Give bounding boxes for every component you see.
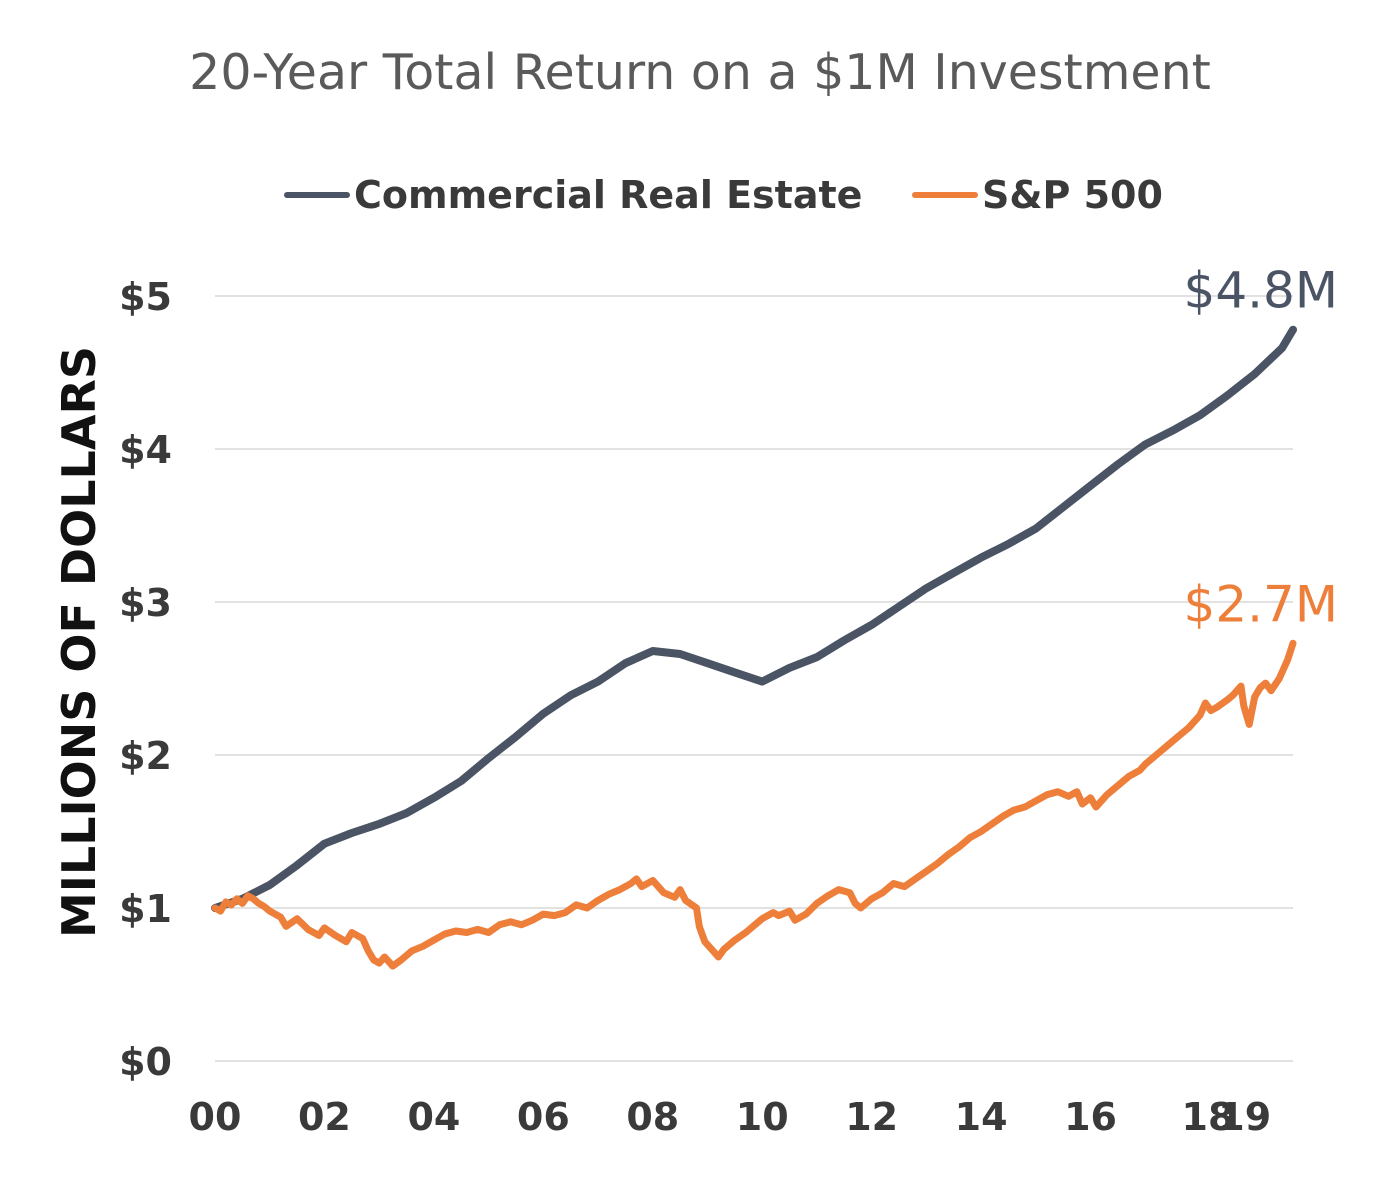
x-tick-label: 16 bbox=[1064, 1095, 1117, 1139]
x-tick-label: 08 bbox=[626, 1095, 679, 1139]
legend-swatch-sp500 bbox=[912, 192, 978, 198]
y-tick-label: $1 bbox=[119, 887, 172, 931]
x-tick-label: 12 bbox=[845, 1095, 898, 1139]
legend-swatch-commercial-real-estate bbox=[284, 192, 350, 198]
end-label-sp500: $2.7M bbox=[1184, 575, 1338, 633]
y-tick-label: $4 bbox=[119, 428, 172, 472]
series-line-sp500 bbox=[211, 639, 1297, 970]
y-axis-label: MILLIONS OF DOLLARS bbox=[52, 346, 106, 938]
legend: Commercial Real Estate S&P 500 bbox=[0, 170, 1400, 220]
x-tick-label: 14 bbox=[955, 1095, 1008, 1139]
x-tick-label: 00 bbox=[189, 1095, 242, 1139]
x-tick-label: 10 bbox=[736, 1095, 789, 1139]
y-tick-label: $5 bbox=[119, 275, 172, 319]
x-tick-label: 04 bbox=[407, 1095, 460, 1139]
x-tick-label: 18 bbox=[1182, 1095, 1235, 1139]
legend-item-commercial-real-estate: Commercial Real Estate bbox=[284, 170, 862, 220]
legend-label-sp500: S&P 500 bbox=[982, 173, 1163, 217]
chart-title: 20-Year Total Return on a $1M Investment bbox=[189, 44, 1211, 101]
x-tick-label: 02 bbox=[298, 1095, 351, 1139]
y-tick-label: $3 bbox=[119, 581, 172, 625]
x-tick-label: 06 bbox=[517, 1095, 570, 1139]
x-tick-label: 19 bbox=[1218, 1095, 1271, 1139]
legend-label-commercial-real-estate: Commercial Real Estate bbox=[354, 173, 863, 217]
y-tick-label: $2 bbox=[119, 734, 172, 778]
y-tick-label: $0 bbox=[119, 1040, 172, 1084]
end-label-commercial-real-estate: $4.8M bbox=[1184, 262, 1338, 320]
series-line-commercial-real-estate bbox=[211, 325, 1297, 912]
legend-item-sp500: S&P 500 bbox=[912, 170, 1163, 220]
